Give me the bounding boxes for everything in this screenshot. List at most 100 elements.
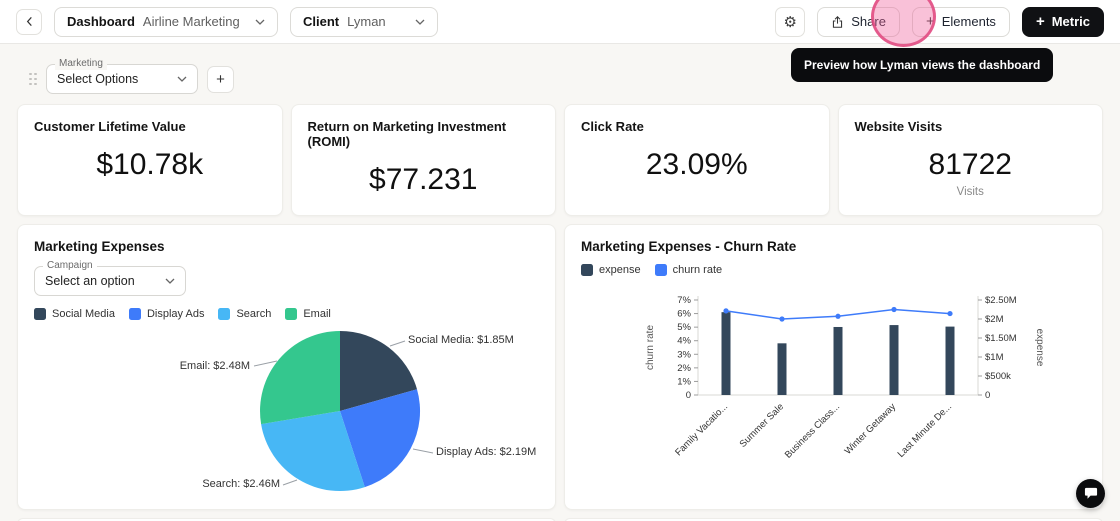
kpi-subtitle — [34, 186, 266, 200]
chevron-left-icon — [26, 16, 32, 27]
kpi-subtitle — [581, 186, 813, 200]
pie-slice-display-ads[interactable] — [340, 389, 421, 488]
legend-label: churn rate — [672, 264, 723, 276]
chevron-down-icon — [415, 19, 425, 25]
pie-callout-label: Social Media: $1.85M — [408, 334, 514, 346]
topbar: Dashboard Airline Marketing Client Lyman… — [0, 0, 1120, 44]
left-axis-tick: 1% — [677, 376, 691, 387]
kpi-card-romi[interactable]: Return on Marketing Investment (ROMI) $7… — [290, 104, 556, 216]
churn-rate-point[interactable] — [779, 316, 785, 322]
legend-item-churn-rate[interactable]: churn rate — [654, 264, 723, 276]
kpi-title: Website Visits — [854, 119, 943, 134]
churn-rate-point[interactable] — [891, 306, 897, 313]
kpi-card-click-rate[interactable]: Click Rate 23.09% — [564, 104, 830, 216]
expense-bar[interactable] — [833, 326, 843, 395]
chat-launcher-button[interactable] — [1076, 479, 1105, 508]
legend-item-display-ads[interactable]: Display Ads — [128, 308, 205, 320]
campaign-select-value: Select an option — [45, 274, 135, 288]
add-filter-button[interactable]: + — [207, 65, 234, 93]
expense-bar[interactable] — [889, 325, 899, 395]
panel-title: Marketing Expenses — [34, 239, 165, 254]
campaign-select[interactable]: Campaign Select an option — [34, 260, 186, 296]
chat-bubble-icon — [1084, 487, 1097, 499]
left-axis-tick: 0 — [686, 390, 691, 401]
churn-rate-point[interactable] — [723, 308, 729, 314]
left-axis-tick: 5% — [677, 322, 691, 333]
dashboard-select-value: Airline Marketing — [142, 14, 240, 29]
legend-item-social-media[interactable]: Social Media — [34, 308, 115, 320]
right-axis-tick: $2M — [985, 314, 1004, 325]
legend-item-expense[interactable]: expense — [581, 264, 641, 276]
kpi-title: Customer Lifetime Value — [34, 119, 186, 134]
dashboard-select[interactable]: Dashboard Airline Marketing — [54, 6, 278, 37]
gear-icon: ⚙ — [783, 13, 797, 31]
churn-rate-point[interactable] — [947, 310, 953, 317]
x-axis-label: Family Vacatio... — [673, 401, 730, 458]
settings-button[interactable]: ⚙ — [775, 6, 806, 37]
churn-rate-point[interactable] — [835, 313, 841, 319]
kpi-card-customer-lifetime-value[interactable]: Customer Lifetime Value $10.78k — [17, 104, 283, 216]
right-axis-tick: $1M — [985, 352, 1004, 363]
expense-bar[interactable] — [945, 326, 955, 395]
plus-icon: + — [925, 13, 935, 30]
filter-row: Marketing Select Options + — [29, 58, 1103, 94]
pie-slice-search[interactable] — [261, 411, 365, 492]
legend-label: Display Ads — [146, 308, 205, 320]
legend-label: Email — [303, 308, 331, 320]
kpi-subtitle: Visits — [956, 186, 984, 198]
partial-row — [17, 518, 1103, 521]
drag-grip-icon[interactable] — [29, 72, 37, 86]
kpi-value: $10.78k — [96, 148, 204, 181]
kpi-value: 81722 — [928, 148, 1012, 181]
share-tooltip: Preview how Lyman views the dashboard — [791, 48, 1054, 82]
left-axis-title: churn rate — [645, 325, 656, 370]
right-axis-tick: 0 — [985, 390, 990, 401]
client-select[interactable]: Client Lyman — [290, 6, 438, 37]
pie-slice-email[interactable] — [260, 331, 340, 425]
metric-button[interactable]: + Metric — [1021, 6, 1104, 37]
combo-legend: expense churn rate — [581, 264, 1086, 276]
legend-item-search[interactable]: Search — [218, 308, 271, 320]
combo-chart: 7% 6% 5% 4% 3% 2% 1% 0 $2.50M $2M $1.50M $1M $500k 0 c… — [645, 295, 1045, 461]
left-axis-tick: 7% — [677, 295, 691, 306]
elements-button-label: Elements — [941, 14, 996, 29]
share-button[interactable]: Share — [817, 6, 900, 37]
legend-swatch — [654, 264, 667, 276]
legend-label: Social Media — [52, 308, 115, 320]
elements-button[interactable]: + Elements — [911, 6, 1010, 37]
pie-callout-label: Search: $2.46M — [202, 478, 280, 490]
marketing-filter-select[interactable]: Marketing Select Options — [46, 58, 198, 94]
metric-button-label: Metric — [1051, 14, 1090, 29]
back-button[interactable] — [16, 8, 42, 35]
kpi-title: Return on Marketing Investment (ROMI) — [307, 119, 507, 149]
share-icon — [833, 15, 843, 28]
x-axis-label: Last Minute De... — [896, 401, 955, 460]
x-axis-label: Winter Getaway — [843, 401, 899, 457]
chevron-down-icon — [255, 19, 265, 25]
kpi-subtitle — [308, 201, 540, 215]
dashboard-select-label: Dashboard — [67, 14, 135, 29]
legend-swatch — [285, 308, 298, 320]
right-axis-tick: $500k — [985, 371, 1011, 382]
kpi-card-website-visits[interactable]: Website Visits 81722 Visits — [837, 104, 1103, 216]
left-axis-tick: 3% — [677, 349, 691, 360]
expenses-churn-combo-panel: Marketing Expenses - Churn Rate expense … — [564, 224, 1103, 510]
right-axis-tick: $2.50M — [985, 295, 1017, 306]
x-axis-label: Business Class... — [783, 401, 842, 460]
legend-swatch — [581, 264, 593, 276]
kpi-title: Click Rate — [581, 119, 644, 134]
campaign-select-label: Campaign — [43, 260, 97, 272]
marketing-expenses-pie-panel: Marketing Expenses Campaign Select an op… — [17, 224, 556, 510]
chevron-down-icon — [165, 278, 175, 284]
pie-slice-social-media[interactable] — [340, 331, 417, 411]
left-axis-tick: 2% — [677, 363, 691, 374]
expense-bar[interactable] — [777, 343, 787, 395]
expense-bar[interactable] — [721, 312, 731, 395]
client-select-value: Lyman — [347, 14, 386, 29]
legend-item-email[interactable]: Email — [285, 308, 331, 320]
right-axis-tick: $1.50M — [985, 333, 1017, 344]
chevron-down-icon — [177, 76, 187, 82]
right-axis-title: expense — [1034, 329, 1045, 367]
kpi-value: $77.231 — [369, 163, 478, 196]
pie-callout-label: Display Ads: $2.19M — [436, 446, 536, 458]
